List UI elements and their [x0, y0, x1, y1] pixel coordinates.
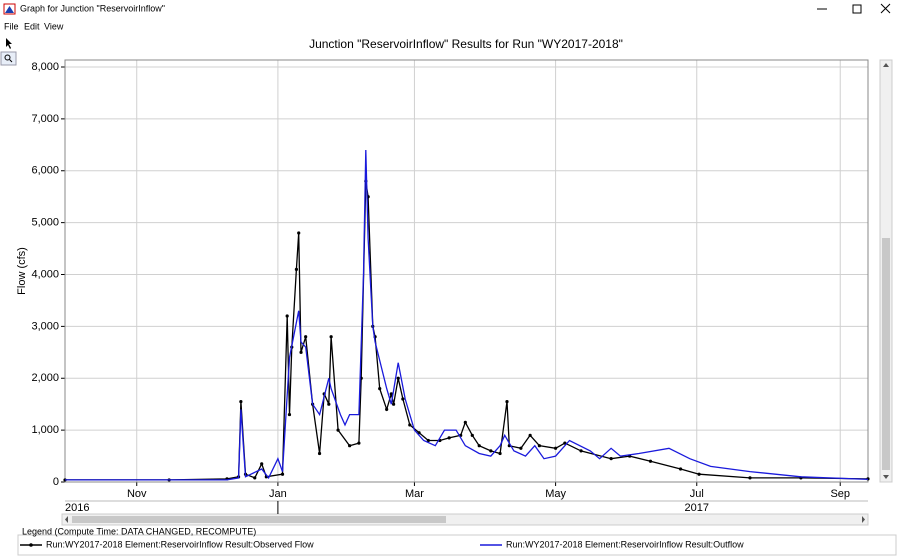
y-tick-label: 7,000 — [31, 113, 59, 125]
series-line — [65, 149, 869, 481]
series-marker — [470, 433, 474, 437]
series-marker — [385, 407, 389, 411]
zoom-tool[interactable] — [0, 51, 17, 66]
window-title: Graph for Junction "ReservoirInflow" — [20, 3, 165, 13]
y-tick-label: 2,000 — [31, 372, 59, 384]
series-marker — [648, 459, 653, 463]
x-tick-label: Jul — [690, 488, 704, 500]
series-marker — [378, 387, 382, 391]
series-marker — [294, 267, 299, 271]
y-axis-label: Flow (cfs) — [16, 247, 28, 295]
series-marker — [609, 457, 613, 461]
legend-label: Run:WY2017-2018 Element:ReservoirInflow … — [46, 539, 314, 549]
menu-item[interactable]: File — [4, 21, 19, 31]
y-tick-label: 1,000 — [31, 424, 59, 436]
series-marker — [280, 472, 285, 476]
series-marker — [285, 314, 289, 318]
legend-label: Run:WY2017-2018 Element:ReservoirInflow … — [506, 539, 744, 549]
series-marker — [396, 376, 400, 380]
y-tick-label: 0 — [53, 476, 59, 488]
series-marker — [426, 438, 430, 443]
series-marker — [299, 350, 303, 354]
series-marker — [253, 476, 257, 480]
series-marker — [287, 412, 292, 417]
x-tick-label: May — [545, 488, 566, 500]
series-marker — [260, 462, 264, 466]
pointer-tool[interactable] — [6, 38, 12, 49]
y-tick-label: 3,000 — [31, 320, 59, 332]
series-marker — [489, 449, 493, 453]
menu-item[interactable]: Edit — [24, 21, 40, 31]
zoom-tool-glyph — [4, 54, 11, 61]
x-tick-label: Sep — [830, 488, 850, 500]
series-marker — [239, 399, 243, 404]
x-tick-label: Mar — [405, 488, 424, 500]
series-marker — [748, 476, 752, 480]
plot-frame — [64, 59, 869, 483]
series-marker — [463, 420, 467, 424]
x-tick-label: Nov — [127, 488, 147, 500]
series-marker — [348, 444, 352, 448]
series-marker — [297, 231, 301, 235]
series-marker — [519, 446, 523, 450]
series-marker — [389, 392, 393, 396]
scroll-thumb[interactable] — [72, 516, 446, 523]
series-marker — [408, 423, 412, 427]
series-marker — [447, 436, 451, 440]
y-tick-label: 8,000 — [31, 61, 59, 73]
zoom-tool-glyph — [9, 59, 13, 63]
app-icon-glyph — [5, 6, 14, 13]
menu-item[interactable]: View — [44, 21, 64, 31]
series-marker — [579, 449, 583, 453]
series-marker — [336, 428, 340, 432]
series-marker — [304, 335, 308, 339]
series-marker — [327, 402, 331, 406]
series-marker — [697, 472, 701, 476]
year-label: 2016 — [65, 502, 89, 514]
y-tick-label: 4,000 — [31, 268, 59, 280]
series-marker — [317, 451, 322, 456]
series-marker — [537, 444, 541, 448]
series-marker — [553, 446, 558, 450]
maximize-button[interactable] — [852, 4, 862, 14]
y-tick-label: 6,000 — [31, 165, 59, 177]
series-marker — [528, 433, 532, 437]
series-marker — [401, 397, 405, 401]
series-marker — [392, 402, 396, 406]
series-marker — [477, 444, 481, 448]
series-marker — [505, 399, 509, 404]
legend-marker — [29, 543, 33, 547]
close-button[interactable] — [880, 3, 891, 14]
year-label: 2017 — [685, 502, 709, 514]
plot-area — [64, 59, 869, 483]
chart-title: Junction "ReservoirInflow" Results for R… — [309, 37, 623, 51]
legend-header: Legend (Compute Time: DATA CHANGED, RECO… — [22, 526, 256, 536]
horizontal-scrollbar[interactable] — [61, 513, 869, 526]
series-marker — [498, 451, 502, 456]
y-tick-label: 5,000 — [31, 217, 59, 229]
series-marker — [678, 467, 683, 471]
scroll-thumb[interactable] — [882, 238, 890, 470]
series-marker — [357, 441, 361, 445]
x-tick-label: Jan — [269, 488, 287, 500]
legend-box — [17, 534, 897, 556]
series-marker — [329, 335, 333, 339]
